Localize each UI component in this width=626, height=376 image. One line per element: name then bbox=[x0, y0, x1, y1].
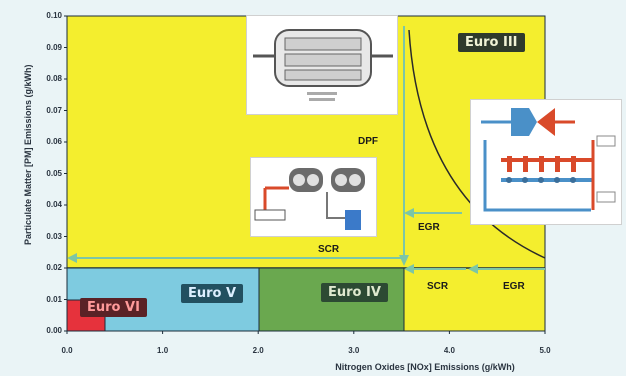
y-tick-label: 0.08 bbox=[46, 74, 62, 83]
scr-schematic-image bbox=[250, 157, 377, 237]
scr-lower-arrow-head bbox=[404, 264, 414, 274]
y-tick-label: 0.10 bbox=[46, 11, 62, 20]
x-tick-label: 1.0 bbox=[157, 346, 169, 355]
dpf-schematic-image bbox=[246, 15, 398, 115]
y-tick-label: 0.09 bbox=[46, 42, 62, 52]
euro5-label: Euro V bbox=[181, 284, 244, 303]
y-tick-label: 0.03 bbox=[46, 231, 62, 241]
y-tick-label: 0.06 bbox=[46, 137, 62, 146]
y-tick-label: 0.02 bbox=[46, 263, 62, 272]
x-tick-label: 4.0 bbox=[443, 346, 455, 355]
y-tick-label: 0.04 bbox=[46, 200, 62, 209]
egr-lower-arrow-head bbox=[468, 264, 478, 274]
y-tick-label: 0.00 bbox=[46, 326, 62, 335]
egr-upper-label: EGR bbox=[418, 222, 440, 233]
euro3-tradeoff-curve bbox=[408, 29, 546, 259]
axis-ticks bbox=[64, 15, 546, 334]
scr-upper-label: SCR bbox=[318, 244, 340, 255]
egr-lower-label: EGR bbox=[503, 281, 525, 292]
egr-upper-arrow-head bbox=[404, 208, 414, 218]
euro4-label: Euro IV bbox=[321, 283, 388, 302]
scr-lower-label: SCR bbox=[427, 281, 449, 292]
y-axis-label: Particulate Matter [PM] Emissions (g/kWh… bbox=[23, 64, 33, 245]
x-tick-label: 3.0 bbox=[348, 346, 360, 355]
x-axis-label: Nitrogen Oxides [NOx] Emissions (g/kWh) bbox=[335, 362, 515, 372]
scr-upper-arrow-head bbox=[67, 253, 77, 263]
y-tick-label: 0.07 bbox=[46, 105, 62, 115]
y-tick-label: 0.01 bbox=[46, 294, 62, 304]
euro3-label: Euro III bbox=[458, 33, 525, 52]
egr-schematic-image bbox=[470, 99, 622, 225]
x-tick-label: 5.0 bbox=[539, 346, 551, 355]
dpf-label: DPF bbox=[358, 136, 378, 147]
y-tick-label: 0.05 bbox=[46, 168, 62, 178]
x-tick-label: 2.0 bbox=[252, 346, 264, 355]
euro6-label: Euro VI bbox=[80, 298, 147, 317]
x-tick-label: 0.0 bbox=[61, 346, 73, 355]
